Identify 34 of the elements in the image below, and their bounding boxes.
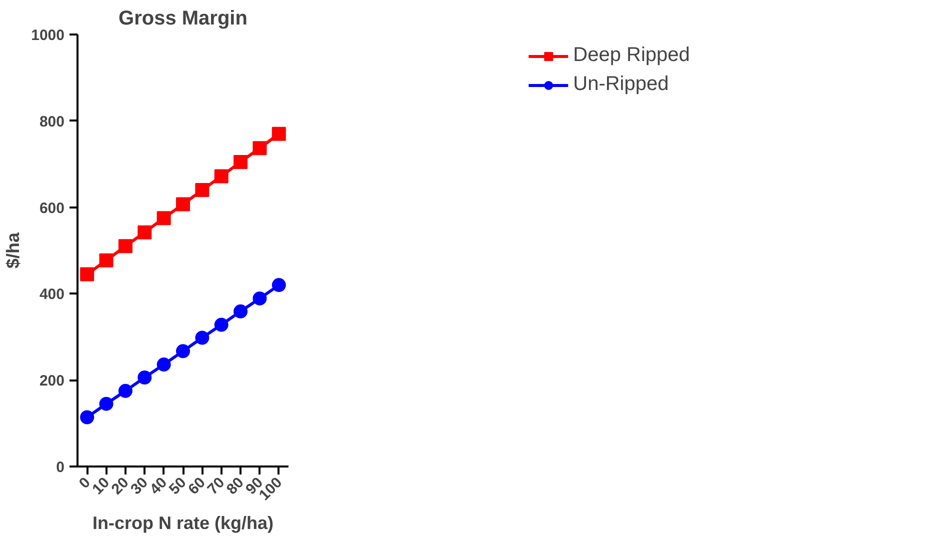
y-tick-label: 1000	[31, 27, 65, 44]
y-tick-label: 200	[39, 372, 65, 390]
legend-label: Deep Ripped	[573, 44, 690, 67]
y-tick-label: 800	[39, 113, 65, 130]
point	[80, 410, 94, 424]
point	[156, 358, 171, 372]
chart-title: Gross Margin	[118, 8, 248, 30]
y-tick-label: 400	[39, 286, 65, 304]
point	[156, 211, 171, 226]
y-tick-label: 600	[39, 200, 65, 217]
point	[252, 291, 267, 306]
point	[272, 126, 286, 141]
point	[138, 225, 152, 240]
point	[214, 169, 228, 184]
point	[99, 253, 114, 268]
point	[118, 384, 132, 398]
legend-label: Un-Ripped	[573, 73, 669, 96]
point	[138, 370, 152, 384]
point	[118, 239, 132, 254]
point	[80, 267, 94, 282]
point	[234, 304, 248, 318]
point	[195, 183, 210, 198]
point	[272, 278, 286, 292]
y-axis-title: $/ha	[3, 232, 24, 269]
x-axis-title: In-crop N rate (kg/ha)	[92, 512, 274, 533]
point	[176, 197, 190, 212]
point	[195, 330, 210, 345]
point	[252, 141, 267, 156]
point	[214, 318, 228, 332]
point	[99, 396, 114, 411]
x-tick-label: 50	[166, 474, 190, 498]
point	[234, 154, 248, 169]
y-tick-label: 0	[56, 459, 64, 476]
point	[176, 344, 190, 358]
